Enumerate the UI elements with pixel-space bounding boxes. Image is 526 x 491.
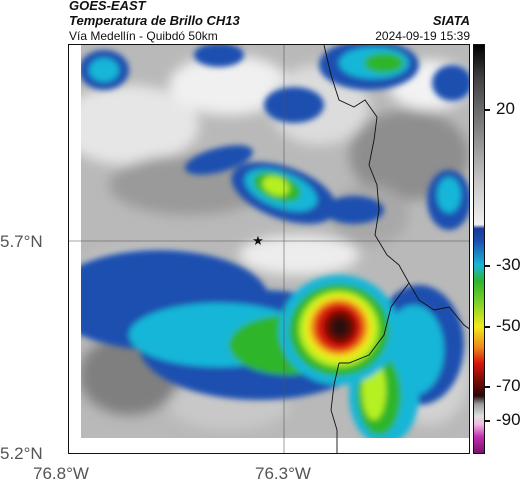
satellite-map[interactable]: ★ (68, 44, 470, 454)
lon-tick-label: 76.8°W (33, 464, 89, 483)
colorbar-tick (484, 109, 490, 111)
colorbar-label: -50 (496, 316, 521, 335)
colorbar-label: -30 (496, 255, 521, 274)
boundary-line-inner (339, 282, 410, 364)
star-icon: ★ (252, 233, 264, 248)
lat-tick-label: 5.2°N (0, 444, 43, 463)
colorbar-tick (484, 326, 490, 328)
organization-label: SIATA (432, 13, 470, 28)
colorbar-tick (484, 386, 490, 388)
colorbar-label: -90 (496, 410, 521, 429)
route-subtitle: Vía Medellín - Quibdó 50km (69, 29, 218, 43)
satellite-title: GOES-EAST (69, 0, 146, 13)
lon-tick-label: 76.3°W (255, 464, 311, 483)
map-canvas: ★ (69, 45, 469, 453)
timestamp-label: 2024-09-19 15:39 (375, 29, 470, 43)
cold-cloud-bands (69, 45, 469, 445)
lat-tick-label: 5.7°N (0, 232, 43, 251)
product-title: Temperatura de Brillo CH13 (69, 13, 240, 28)
colorbar-label: 20 (496, 99, 515, 118)
boundary-line-south (330, 362, 340, 453)
colorbar-tick (484, 420, 490, 422)
temperature-colorbar (473, 44, 485, 454)
boundary-line-east (323, 45, 469, 330)
colorbar-label: -70 (496, 376, 521, 395)
colorbar-tick (484, 265, 490, 267)
